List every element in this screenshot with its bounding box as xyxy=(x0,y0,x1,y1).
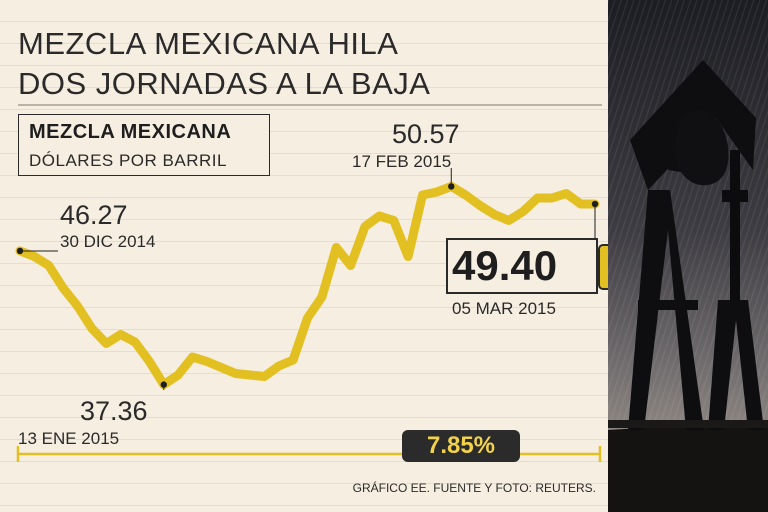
title-divider xyxy=(18,104,602,106)
headline-line-1: MEZCLA MEXICANA HILA xyxy=(18,26,399,61)
price-series-line xyxy=(15,181,600,390)
series-name: MEZCLA MEXICANA xyxy=(29,121,232,143)
annotation-date-low: 13 ENE 2015 xyxy=(18,429,119,448)
annotation-date-start: 30 DIC 2014 xyxy=(60,232,155,251)
series-label-box: MEZCLA MEXICANA DÓLARES POR BARRIL xyxy=(18,114,270,176)
headline-line-2: DOS JORNADAS A LA BAJA xyxy=(18,66,431,101)
annotation-date-last: 05 MAR 2015 xyxy=(452,299,556,318)
point-annotations: 46.27 30 DIC 2014 37.36 13 ENE 2015 50.5… xyxy=(18,119,556,448)
last-value-box: 49.40 xyxy=(446,238,598,294)
annotation-date-high: 17 FEB 2015 xyxy=(352,152,451,171)
annotation-value-start: 46.27 xyxy=(60,200,128,230)
source-credit: GRÁFICO EE. FUENTE Y FOTO: REUTERS. xyxy=(352,481,596,495)
pumpjack-silhouette xyxy=(608,0,768,512)
series-unit: DÓLARES POR BARRIL xyxy=(29,151,227,170)
annotation-value-high: 50.57 xyxy=(392,119,460,149)
last-value: 49.40 xyxy=(452,242,558,289)
change-percent-badge: 7.85% xyxy=(402,430,520,462)
annotation-value-low: 37.36 xyxy=(80,396,148,426)
oil-pumpjack-photo xyxy=(608,0,768,512)
point-marker-low xyxy=(160,381,167,388)
